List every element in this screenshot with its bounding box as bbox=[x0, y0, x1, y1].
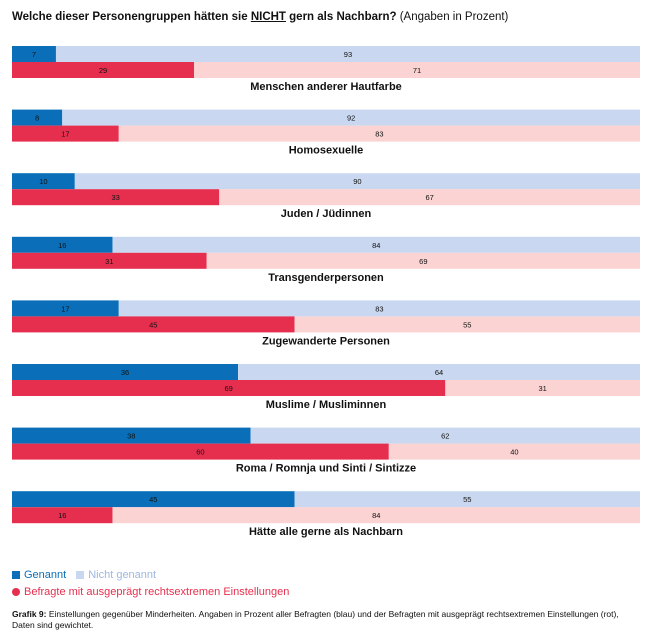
bar-genannt bbox=[12, 443, 389, 460]
title-note: (Angaben in Prozent) bbox=[396, 11, 509, 23]
data-label-genannt: 36 bbox=[121, 368, 129, 377]
title-emphasis: NICHT bbox=[250, 11, 286, 23]
data-label-nicht-genannt: 83 bbox=[375, 304, 383, 313]
data-label-genannt: 7 bbox=[32, 50, 36, 59]
category-label: Zugewanderte Personen bbox=[262, 335, 390, 347]
bar-genannt bbox=[12, 125, 119, 142]
bar-genannt bbox=[12, 364, 239, 380]
data-label-nicht-genannt: 90 bbox=[353, 177, 361, 186]
legend: Genannt Nicht genannt Befragte mit ausge… bbox=[12, 566, 289, 600]
data-label-genannt: 16 bbox=[58, 511, 66, 520]
data-label-genannt: 10 bbox=[39, 177, 47, 186]
data-label-genannt: 45 bbox=[149, 495, 157, 504]
data-label-genannt: 45 bbox=[149, 320, 157, 329]
data-label-nicht-genannt: 62 bbox=[441, 432, 449, 441]
bar-nicht-genannt bbox=[118, 300, 640, 317]
bar-nicht-genannt bbox=[238, 364, 640, 380]
data-label-nicht-genannt: 92 bbox=[347, 114, 355, 123]
data-label-genannt: 17 bbox=[61, 304, 69, 313]
data-label-genannt: 8 bbox=[35, 114, 39, 123]
bar-nicht-genannt bbox=[55, 46, 640, 62]
bar-genannt bbox=[12, 427, 251, 444]
bar-genannt bbox=[12, 252, 207, 269]
legend-label-rechtsextrem: Befragte mit ausgeprägt rechtsextremen E… bbox=[24, 585, 290, 598]
data-label-nicht-genannt: 84 bbox=[372, 511, 380, 520]
category-label: Roma / Romnja und Sinti / Sintizze bbox=[236, 463, 416, 475]
bar-nicht-genannt bbox=[112, 236, 641, 253]
bar-genannt bbox=[12, 109, 63, 126]
title-part2: gern als Nachbarn? bbox=[285, 11, 397, 23]
footnote-label: Grafik 9: bbox=[12, 609, 47, 619]
bar-genannt bbox=[12, 491, 295, 508]
data-label-nicht-genannt: 69 bbox=[419, 257, 427, 266]
legend-row-all: Genannt Nicht genannt bbox=[12, 566, 289, 583]
category-label: Transgenderpersonen bbox=[268, 272, 384, 284]
bar-chart: 7 93 29 71 Menschen anderer Hautfarbe 8 92 17 83… bbox=[12, 46, 641, 538]
bar-nicht-genannt bbox=[62, 109, 641, 126]
legend-label-genannt: Genannt bbox=[24, 568, 67, 581]
category-label: Hätte alle gerne als Nachbarn bbox=[249, 526, 403, 538]
bar-genannt bbox=[12, 316, 295, 333]
bar-nicht-genannt bbox=[294, 491, 640, 508]
data-label-nicht-genannt: 93 bbox=[344, 50, 352, 59]
data-label-nicht-genannt: 64 bbox=[435, 368, 443, 377]
data-label-nicht-genannt: 71 bbox=[413, 66, 421, 75]
category-label: Juden / Jüdinnen bbox=[281, 208, 372, 220]
bar-nicht-genannt bbox=[74, 173, 641, 190]
data-label-nicht-genannt: 83 bbox=[375, 130, 383, 139]
chart-title: Welche dieser Personengruppen hätten sie… bbox=[12, 11, 508, 23]
data-label-genannt: 17 bbox=[61, 130, 69, 139]
legend-swatch-genannt bbox=[12, 570, 20, 579]
data-label-genannt: 38 bbox=[127, 432, 135, 441]
legend-dot-rechtsextrem bbox=[12, 587, 20, 596]
bar-genannt bbox=[12, 62, 195, 78]
data-label-genannt: 33 bbox=[111, 193, 119, 202]
bar-nicht-genannt bbox=[206, 252, 640, 269]
bar-genannt bbox=[12, 380, 446, 396]
bar-genannt bbox=[12, 300, 119, 317]
bar-genannt bbox=[12, 189, 220, 206]
bar-nicht-genannt bbox=[118, 125, 640, 142]
legend-swatch-nicht-genannt bbox=[76, 570, 85, 579]
bar-genannt bbox=[12, 46, 56, 62]
data-label-nicht-genannt: 31 bbox=[538, 384, 546, 393]
category-label: Menschen anderer Hautfarbe bbox=[250, 81, 402, 93]
legend-label-nicht-genannt: Nicht genannt bbox=[88, 568, 157, 581]
data-label-nicht-genannt: 55 bbox=[463, 320, 471, 329]
data-label-nicht-genannt: 67 bbox=[425, 193, 433, 202]
category-label: Muslime / Musliminnen bbox=[266, 399, 387, 411]
data-label-nicht-genannt: 55 bbox=[463, 495, 471, 504]
data-label-nicht-genannt: 84 bbox=[372, 241, 380, 250]
data-label-genannt: 29 bbox=[99, 66, 107, 75]
title-part1: Welche dieser Personengruppen hätten sie bbox=[12, 11, 251, 23]
legend-row-rechtsextrem: Befragte mit ausgeprägt rechtsextremen E… bbox=[12, 583, 289, 600]
footnote: Grafik 9: Einstellungen gegenüber Minder… bbox=[12, 609, 642, 631]
bar-nicht-genannt bbox=[112, 507, 641, 524]
bar-nicht-genannt bbox=[219, 189, 641, 206]
bar-nicht-genannt bbox=[388, 443, 640, 460]
bar-nicht-genannt bbox=[294, 316, 640, 333]
data-label-genannt: 60 bbox=[196, 448, 204, 457]
bar-genannt bbox=[12, 173, 75, 190]
bar-nicht-genannt bbox=[445, 380, 640, 396]
bar-genannt bbox=[12, 236, 113, 253]
data-label-genannt: 69 bbox=[224, 384, 232, 393]
category-label: Homosexuelle bbox=[289, 145, 364, 157]
footnote-text: Einstellungen gegenüber Minderheiten. An… bbox=[12, 609, 619, 630]
data-label-nicht-genannt: 40 bbox=[510, 448, 518, 457]
bar-genannt bbox=[12, 507, 113, 524]
data-label-genannt: 16 bbox=[58, 241, 66, 250]
bar-nicht-genannt bbox=[250, 427, 640, 444]
data-label-genannt: 31 bbox=[105, 257, 113, 266]
bar-nicht-genannt bbox=[194, 62, 640, 78]
